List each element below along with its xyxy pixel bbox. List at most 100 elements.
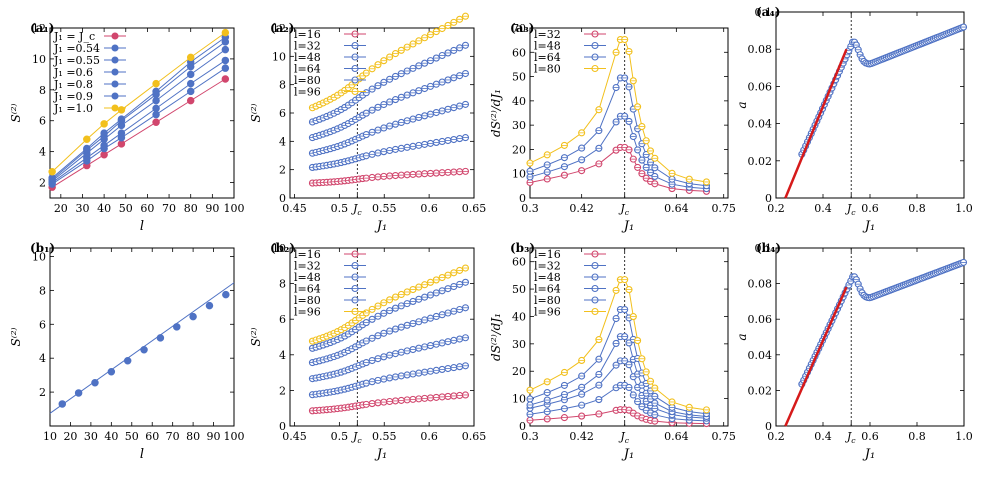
data-point — [152, 104, 160, 113]
y-tick-label: 6 — [279, 107, 286, 120]
data-point — [140, 345, 148, 354]
y-axis-label: S⁽²⁾ — [249, 103, 263, 122]
x-tick-label: 0.3 — [521, 202, 539, 215]
x-tick-label: 0.6 — [420, 202, 438, 215]
panel-a1: 20 30 40 50 60 70 80 90 100 2 4 6 8 10 12(a₁) l S⁽²⁾ J₁ =… — [9, 21, 245, 234]
legend-label: l=80 — [294, 294, 321, 307]
y-tick-label: 0.08 — [748, 43, 773, 56]
x-tick-label: 0.6 — [420, 430, 438, 443]
x-tick-label: 20 — [54, 202, 68, 215]
y-tick-label: 0.06 — [748, 313, 773, 326]
legend-label: J₁ = J_c — [53, 30, 95, 43]
y-tick-label: 40 — [512, 95, 526, 108]
data-point — [221, 64, 230, 72]
x-tick-label: 100 — [224, 430, 245, 443]
legend-label: l=64 — [534, 283, 561, 296]
data-point — [189, 312, 197, 321]
y-tick-label: 0 — [519, 420, 526, 433]
x-tick-label: Jc — [845, 202, 856, 217]
data-point — [111, 104, 119, 112]
y-tick-label: 0.04 — [748, 349, 773, 362]
data-point — [100, 150, 108, 159]
y-tick-label: 2 — [279, 164, 286, 177]
x-tick-label: 0.3 — [521, 430, 539, 443]
y-tick-label: 10 — [32, 250, 46, 263]
x-axis-label: l — [140, 219, 144, 234]
x-tick-label: Jc — [351, 430, 362, 445]
x-tick-label: 0.4 — [814, 430, 832, 443]
data-point — [221, 45, 230, 54]
y-tick-label: 60 — [512, 256, 526, 269]
x-axis-label: J₁ — [374, 219, 387, 234]
legend-label: l=32 — [294, 260, 321, 273]
plot-frame — [49, 247, 235, 427]
y-tick-label: 0 — [765, 192, 772, 205]
data-point — [100, 120, 108, 128]
x-tick-label: 0.4 — [814, 202, 832, 215]
x-tick-label: 40 — [104, 430, 118, 443]
x-tick-label: 0.75 — [711, 202, 736, 215]
y-tick-label: 0.1 — [755, 242, 773, 255]
y-tick-label: 0 — [279, 192, 286, 205]
plot-frame — [49, 27, 235, 199]
legend-label: l=48 — [294, 51, 321, 64]
y-tick-label: 12 — [272, 22, 286, 35]
data-point — [111, 92, 119, 100]
data-point — [111, 44, 119, 52]
data-point — [186, 96, 195, 105]
y-tick-label: 4 — [279, 135, 286, 148]
x-tick-label: 0.64 — [664, 202, 689, 215]
x-tick-label: 1.0 — [955, 202, 973, 215]
legend-label: l=48 — [534, 271, 561, 284]
data-point — [186, 79, 195, 88]
legend-label: J₁ =0.8 — [53, 78, 93, 91]
panel-label: (b₁) — [30, 241, 55, 255]
panel-a4: 0.2 0.4 Jc 0.6 0.8 1.0 0 0.02 0.04 0.06 0.08 0.1(a₄… — [735, 5, 973, 234]
x-tick-label: 0.6 — [861, 202, 879, 215]
panel-label: (a₂) — [270, 21, 294, 35]
legend-label: l=80 — [534, 294, 561, 307]
x-tick-label: 10 — [43, 430, 57, 443]
x-axis-label: J₁ — [621, 447, 634, 462]
data-point — [186, 87, 195, 96]
y-tick-label: 8 — [39, 84, 46, 97]
y-tick-label: 20 — [512, 365, 526, 378]
y-tick-label: 10 — [272, 242, 286, 255]
x-tick-label: 0.2 — [767, 430, 785, 443]
plot-frame — [289, 247, 475, 427]
legend-label: l=96 — [294, 86, 321, 99]
x-tick-label: 0.45 — [282, 202, 307, 215]
data-point — [173, 323, 181, 331]
y-axis-label: dS⁽²⁾/dJ₁ — [489, 313, 503, 361]
data-point — [91, 379, 99, 387]
panel-b4: 0.2 0.4 Jc 0.6 0.8 1.0 0 0.02 0.04 0.06 0.08 0.1(b₄… — [735, 241, 973, 462]
data-point — [111, 56, 119, 64]
y-tick-label: 0 — [765, 420, 772, 433]
x-tick-label: Jc — [351, 202, 362, 217]
data-point — [48, 167, 56, 176]
x-axis-label: J₁ — [862, 447, 875, 462]
legend-label: l=32 — [294, 40, 321, 53]
legend-label: l=64 — [294, 283, 321, 296]
y-tick-label: 70 — [512, 22, 526, 35]
x-tick-label: 70 — [166, 430, 180, 443]
y-tick-label: 8 — [279, 278, 286, 291]
panel-label: (a₁) — [30, 21, 54, 35]
panel-label: (b₃) — [510, 241, 535, 255]
data-point — [221, 75, 230, 83]
legend-label: l=32 — [534, 28, 561, 41]
y-tick-label: 4 — [279, 349, 286, 362]
data-point — [111, 68, 119, 76]
y-tick-label: 10 — [272, 50, 286, 63]
data-point — [107, 368, 116, 376]
legend-label: J₁ =1.0 — [53, 102, 93, 115]
x-tick-label: 0.42 — [569, 202, 594, 215]
y-tick-label: 6 — [279, 313, 286, 326]
y-tick-label: 0 — [519, 192, 526, 205]
x-tick-label: 50 — [119, 202, 133, 215]
y-axis-label: S⁽²⁾ — [9, 327, 23, 346]
x-tick-label: 0.6 — [861, 430, 879, 443]
x-tick-label: 0.5 — [331, 430, 349, 443]
